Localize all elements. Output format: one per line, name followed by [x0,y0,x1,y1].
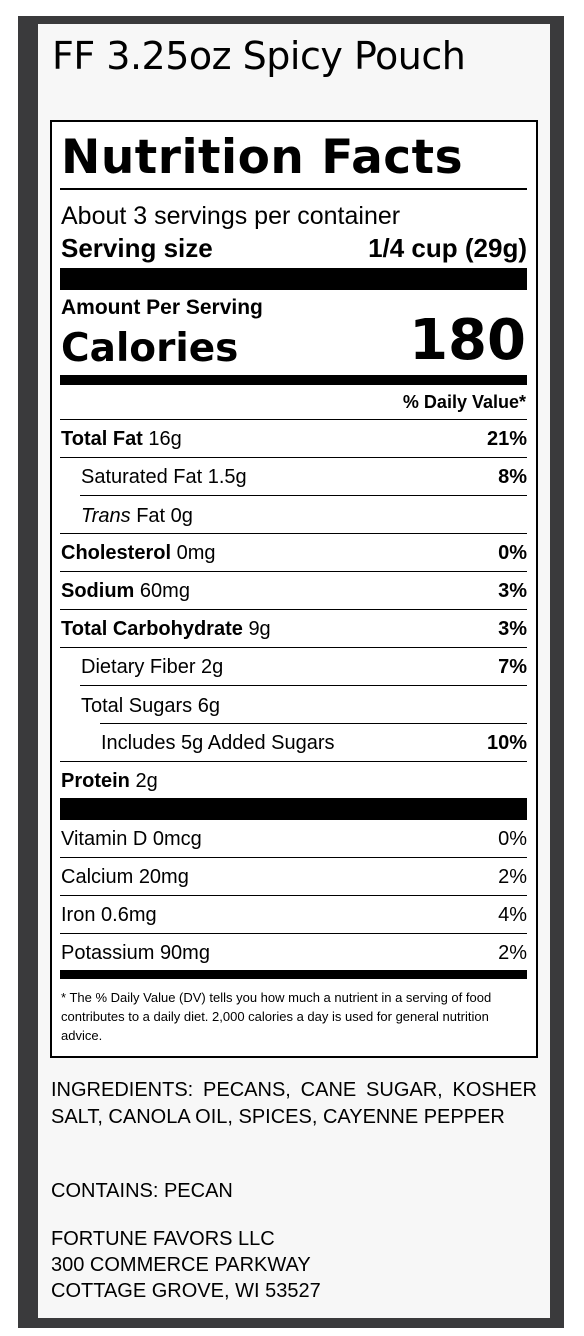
amount-per-serving: Amount Per Serving [61,296,263,319]
daily-value-header: % Daily Value* [402,392,526,412]
divider [60,895,527,896]
divider [60,857,527,858]
nutrient-name: Total Sugars [81,695,193,717]
nutrition-facts-title: Nutrition Facts [61,130,464,185]
nutrient-row-cholesterol: Cholesterol 0mg 0% [61,542,527,565]
calories-label: Calories [61,326,239,371]
divider [60,609,527,610]
medium-divider [60,970,527,979]
address-line: COTTAGE GROVE, WI 53527 [51,1280,321,1302]
nutrient-dv: 8% [498,466,527,488]
nutrient-dv: 21% [486,428,527,450]
address-line: FORTUNE FAVORS LLC [51,1228,275,1250]
nutrient-amount: 60mg [139,580,190,602]
nutrient-row-total-fat: Total Fat 16g 21% [61,428,527,451]
vitamin-dv: 2% [498,942,527,964]
nutrient-amount: 2g [201,656,224,678]
nutrient-row-sodium: Sodium 60mg 3% [61,580,527,603]
divider [60,533,527,534]
nutrient-amount: 1.5g [207,466,247,488]
serving-size-row: Serving size 1/4 cup (29g) [61,233,527,264]
serving-size-label: Serving size [61,233,213,263]
nutrient-amount: 2g [135,770,158,792]
serving-size-value: 1/4 cup (29g) [368,233,527,263]
nutrient-name: Total Fat [61,428,143,450]
vitamin-row-calcium: Calcium 20mg 2% [61,866,527,889]
nutrient-name-italic: Trans [81,505,131,527]
nutrient-amount: 0g [170,505,193,527]
divider [80,685,527,686]
nutrient-name: Total Carbohydrate [61,618,243,640]
vitamin-amount: 0.6mg [101,904,157,926]
nutrient-row-total-carbohydrate: Total Carbohydrate 9g 3% [61,618,527,641]
servings-per-container: About 3 servings per container [61,202,401,230]
vitamin-row-potassium: Potassium 90mg 2% [61,942,527,965]
calories-value: 180 [409,308,526,373]
divider [60,647,527,648]
vitamin-dv: 0% [498,828,527,850]
nutrient-name: Saturated Fat [81,466,203,488]
nutrient-dv: 3% [498,580,527,602]
nutrient-amount: 6g [197,695,220,717]
thick-divider [60,798,527,820]
thick-divider [60,268,527,290]
product-title: FF 3.25oz Spicy Pouch [52,34,466,78]
vitamin-dv: 4% [498,904,527,926]
nutrient-dv: 0% [498,542,527,564]
vitamin-row-iron: Iron 0.6mg 4% [61,904,527,927]
vitamin-row-vitamin-d: Vitamin D 0mcg 0% [61,828,527,851]
vitamin-amount: 0mcg [152,828,202,850]
nutrient-name: Cholesterol [61,542,172,564]
footnote-text: The % Daily Value (DV) tells you how muc… [61,990,492,1043]
vitamin-name: Calcium [61,866,134,888]
vitamin-name: Vitamin D [61,828,148,850]
nutrient-dv: 10% [486,732,527,754]
nutrient-name: Fat [136,505,166,527]
divider [60,933,527,934]
nutrient-name: Includes 5g Added Sugars [101,732,335,754]
nutrient-dv: 3% [498,618,527,640]
nutrient-row-protein: Protein 2g [61,770,527,793]
divider [60,188,527,190]
vitamin-amount: 20mg [138,866,189,888]
divider [60,457,527,458]
divider [60,419,527,420]
vitamin-dv: 2% [498,866,527,888]
daily-value-footnote: * The % Daily Value (DV) tells you how m… [61,988,529,1045]
nutrient-name: Sodium [61,580,135,602]
nutrient-name: Protein [61,770,130,792]
nutrient-row-dietary-fiber: Dietary Fiber 2g 7% [61,656,527,679]
nutrient-amount: 16g [148,428,182,450]
footnote-star: * [61,990,67,1005]
nutrient-amount: 9g [248,618,271,640]
nutrient-row-added-sugars: Includes 5g Added Sugars 10% [61,732,527,755]
nutrient-row-trans-fat: Trans Fat 0g [61,505,527,528]
nutrient-amount: 0mg [176,542,216,564]
divider [60,571,527,572]
divider [60,761,527,762]
vitamin-name: Potassium [61,942,155,964]
nutrient-dv: 7% [498,656,527,678]
nutrient-name: Dietary Fiber [81,656,196,678]
divider [100,723,527,724]
nutrient-row-total-sugars: Total Sugars 6g [61,695,527,718]
address-line: 300 COMMERCE PARKWAY [51,1254,311,1276]
nutrient-row-saturated-fat: Saturated Fat 1.5g 8% [61,466,527,489]
vitamin-name: Iron [61,904,96,926]
manufacturer-address: FORTUNE FAVORS LLC 300 COMMERCE PARKWAY … [51,1226,321,1304]
allergen-statement: CONTAINS: PECAN [51,1180,233,1202]
vitamin-amount: 90mg [159,942,210,964]
ingredients-list: INGREDIENTS: PECANS, CANE SUGAR, KOSHER … [51,1079,537,1128]
medium-divider [60,375,527,385]
divider [80,495,527,496]
